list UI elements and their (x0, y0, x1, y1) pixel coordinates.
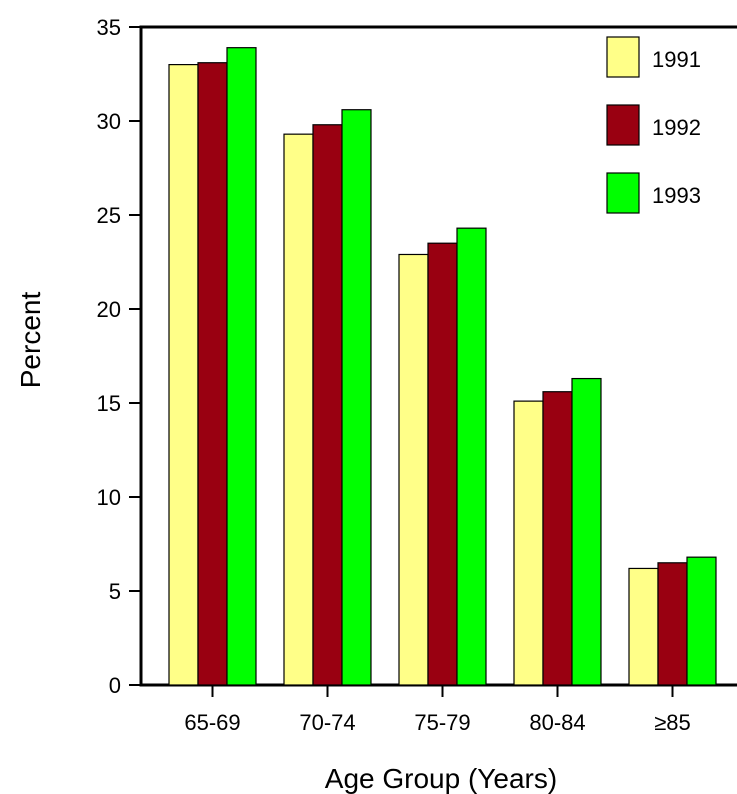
legend-label: 1993 (652, 183, 701, 208)
bar (427, 242, 458, 686)
bar (542, 391, 573, 686)
x-tick-label: 75-79 (414, 710, 470, 735)
bar (197, 62, 228, 686)
legend-label: 1992 (652, 115, 701, 140)
bar (513, 400, 544, 686)
x-axis-title: Age Group (Years) (325, 763, 557, 794)
y-tick-label: 10 (97, 485, 121, 510)
legend-label: 1991 (652, 47, 701, 72)
bar (456, 227, 487, 686)
y-axis-title: Percent (15, 292, 46, 389)
bar (686, 556, 717, 686)
x-axis-ticks: 65-69 70-74 75-79 80-84 ≥85 (184, 685, 691, 735)
legend-swatch (606, 172, 640, 214)
bar (283, 133, 314, 686)
y-tick-label: 35 (97, 15, 121, 40)
y-tick-label: 0 (109, 673, 121, 698)
y-tick-label: 30 (97, 109, 121, 134)
legend: 1991 1992 1993 (606, 36, 701, 214)
bar (628, 567, 659, 686)
legend-swatch (606, 104, 640, 146)
y-tick-label: 20 (97, 297, 121, 322)
bar (312, 124, 343, 686)
y-axis-ticks: 0 5 10 15 20 25 30 35 (97, 15, 141, 698)
bar (571, 377, 602, 686)
y-tick-label: 15 (97, 391, 121, 416)
bars (168, 47, 717, 686)
x-tick-label: 80-84 (529, 710, 585, 735)
bar (168, 63, 199, 686)
x-tick-label: 65-69 (184, 710, 240, 735)
y-tick-label: 25 (97, 203, 121, 228)
bar (657, 562, 688, 686)
y-tick-label: 5 (109, 579, 121, 604)
bar (398, 253, 429, 686)
legend-swatch (606, 36, 640, 78)
x-tick-label: ≥85 (654, 710, 691, 735)
bar (341, 109, 372, 686)
bar (226, 47, 257, 686)
x-tick-label: 70-74 (299, 710, 355, 735)
